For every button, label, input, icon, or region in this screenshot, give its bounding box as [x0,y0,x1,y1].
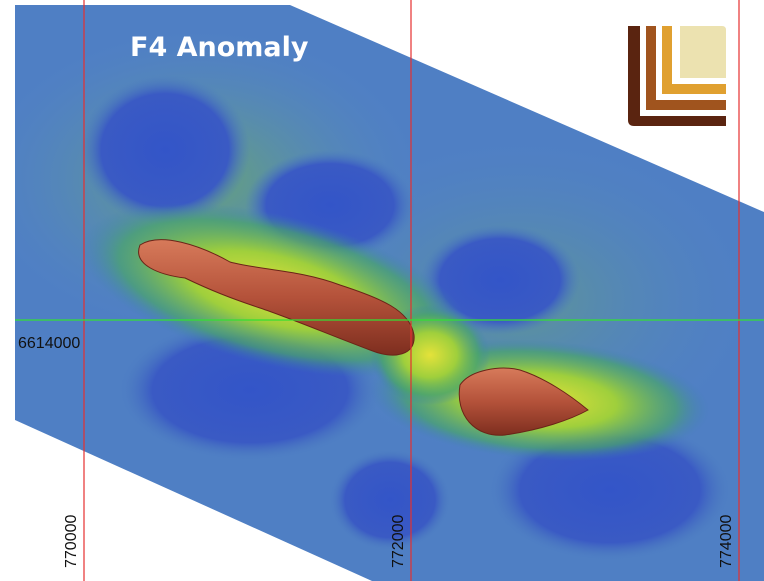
easting-label: 772000 [390,515,407,568]
map-title: F4 Anomaly [130,32,309,63]
easting-label: 770000 [63,515,80,568]
easting-label: 774000 [718,515,735,568]
anomaly-bodies [138,239,589,436]
northing-label: 6614000 [18,335,80,352]
grid-lines [15,0,764,581]
logo [624,22,726,126]
